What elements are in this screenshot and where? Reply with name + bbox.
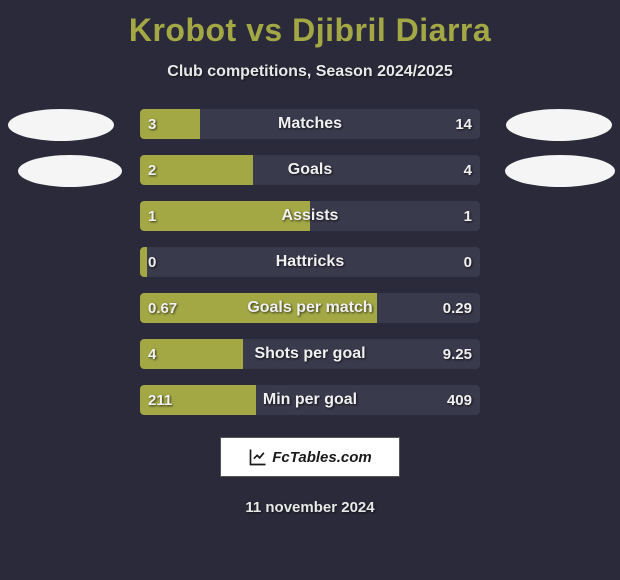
chart-icon <box>248 447 268 467</box>
title-vs: vs <box>246 12 283 48</box>
branding-text: FcTables.com <box>272 449 371 466</box>
stat-value-right: 0 <box>140 247 472 277</box>
stat-value-right: 0.29 <box>140 293 472 323</box>
comparison-chart: 314Matches 24Goals 11Assists 00Hattricks 0.6… <box>0 109 620 415</box>
branding-badge: FcTables.com <box>220 437 400 477</box>
stat-row: 49.25Shots per goal <box>0 339 620 369</box>
stat-value-right: 4 <box>140 155 472 185</box>
stat-row: 11Assists <box>0 201 620 231</box>
stat-value-right: 409 <box>140 385 472 415</box>
stat-row: 00Hattricks <box>0 247 620 277</box>
stat-row: 24Goals <box>0 155 620 185</box>
stat-value-right: 9.25 <box>140 339 472 369</box>
date-label: 11 november 2024 <box>0 499 620 516</box>
page-title: Krobot vs Djibril Diarra <box>0 0 620 49</box>
stat-row: 0.670.29Goals per match <box>0 293 620 323</box>
player-left-name: Krobot <box>129 12 237 48</box>
stat-value-right: 1 <box>140 201 472 231</box>
subtitle: Club competitions, Season 2024/2025 <box>0 63 620 81</box>
player-right-name: Djibril Diarra <box>292 12 491 48</box>
stat-row: 211409Min per goal <box>0 385 620 415</box>
stat-row: 314Matches <box>0 109 620 139</box>
stat-value-right: 14 <box>140 109 472 139</box>
